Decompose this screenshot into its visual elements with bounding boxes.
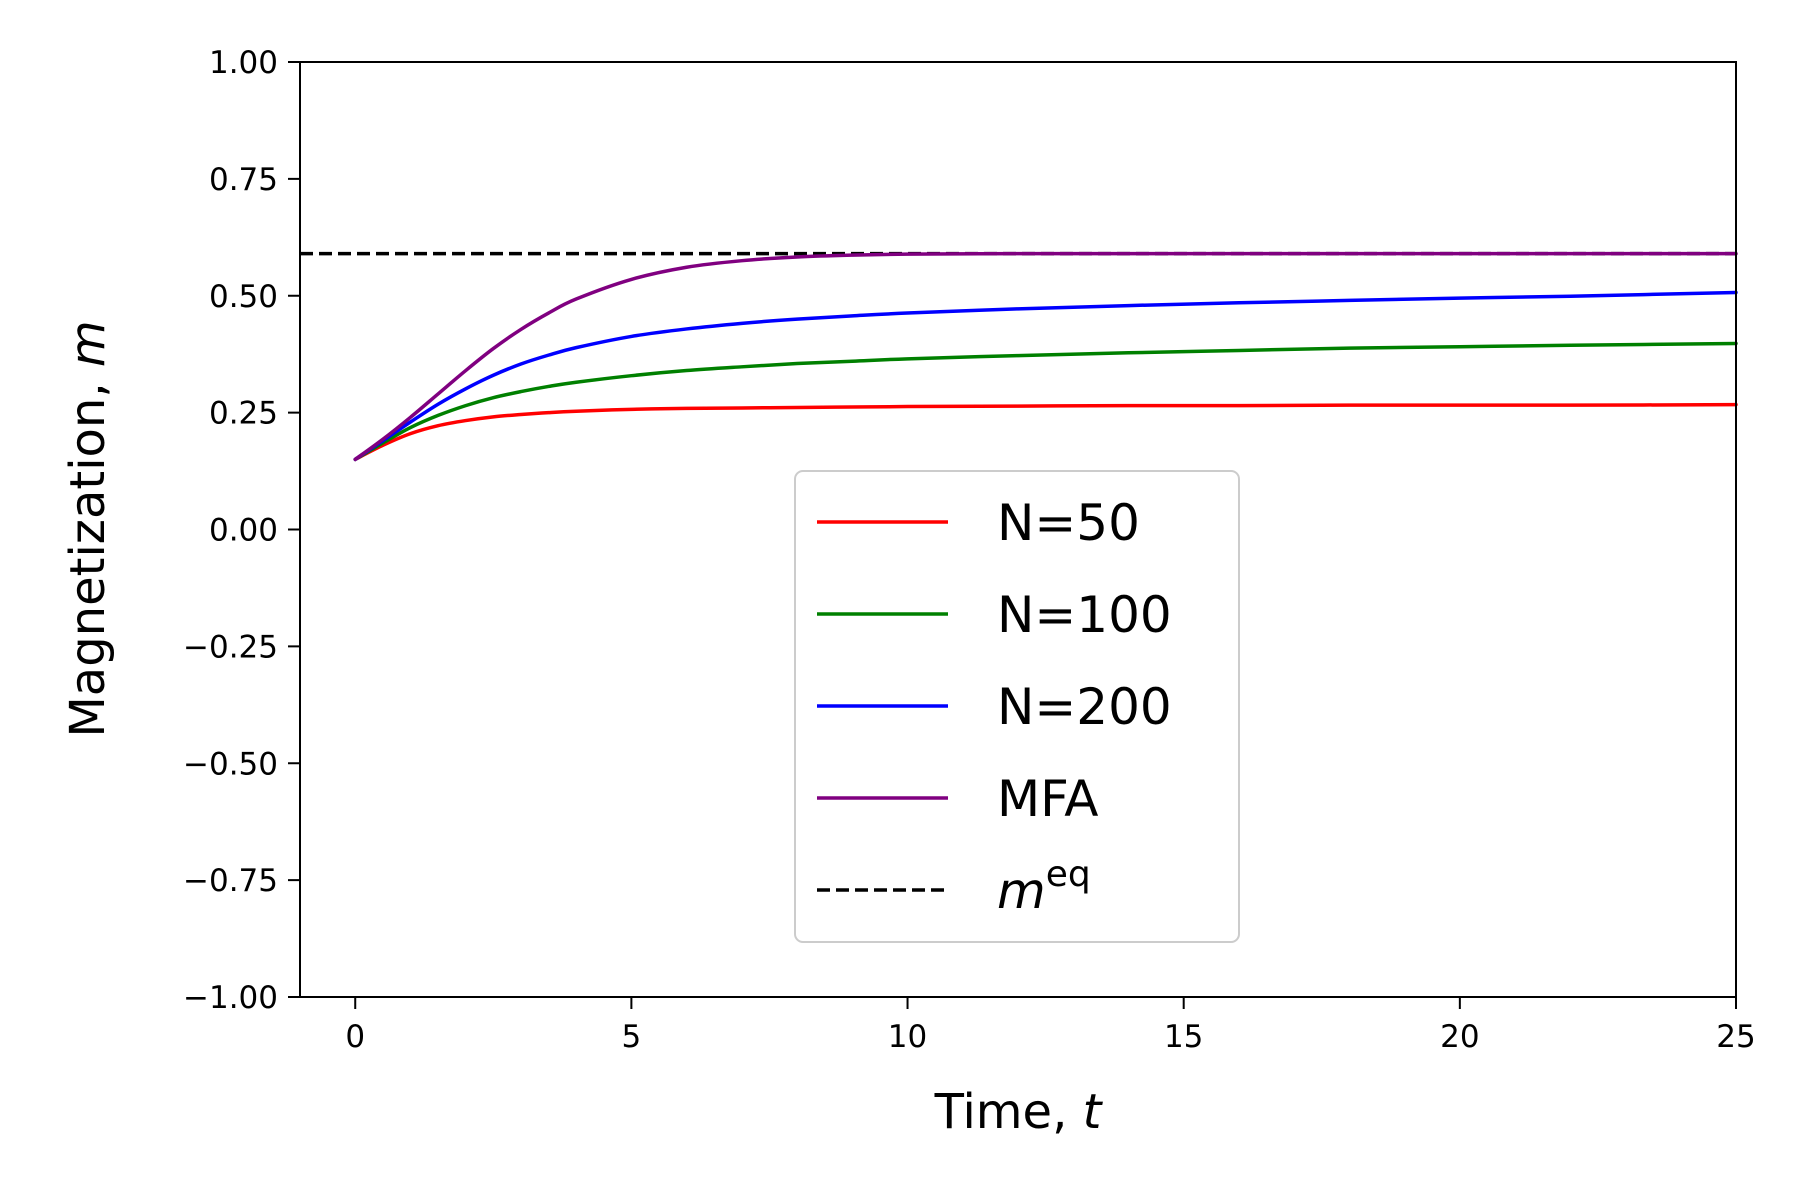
x-axis-title: Time, t [934, 1084, 1104, 1140]
axes-frame [299, 61, 1737, 998]
y-tick-label: −0.25 [183, 629, 278, 665]
legend: N=50 N=100 N=200 MFA meq [794, 470, 1240, 943]
legend-items: N=50 N=100 N=200 MFA meq [817, 494, 1172, 920]
y-tick-label: 0.50 [209, 279, 278, 315]
y-tick-label: −0.75 [183, 863, 278, 899]
y-axis-title-var: m [60, 320, 116, 367]
x-tick-label: 10 [888, 1019, 927, 1055]
series-line-n-200 [353, 290, 1738, 462]
legend-label-meq-var: m [997, 862, 1046, 920]
x-tick-label: 15 [1164, 1019, 1203, 1055]
legend-label-meq-sup: eq [1046, 854, 1091, 895]
x-axis-title-text: Time, [934, 1084, 1083, 1140]
y-tick-label: 0.75 [209, 162, 278, 198]
x-tick-label: 25 [1716, 1019, 1755, 1055]
legend-frame [794, 470, 1240, 943]
y-tick-label: 1.00 [209, 45, 278, 81]
legend-label-n-200: N=200 [997, 678, 1172, 736]
y-tick-label: 0.00 [209, 513, 278, 549]
series-line-n-100 [353, 341, 1738, 462]
series-layer [353, 251, 1738, 462]
x-tick-label: 5 [622, 1019, 642, 1055]
x-tick-label: 20 [1440, 1019, 1479, 1055]
y-tick-label: 0.25 [209, 396, 278, 432]
series-line-n-50 [353, 402, 1738, 462]
y-tick-label: −0.50 [183, 746, 278, 782]
y-ticks: −1.00 −0.75 −0.50 −0.25 0.00 0.25 0.50 0.75 1.00 [183, 45, 300, 1016]
legend-label-n-100: N=100 [997, 586, 1172, 644]
legend-label-n-50: N=50 [997, 494, 1140, 552]
y-axis-title-text: Magnetization, [60, 367, 116, 737]
legend-label-meq: meq [997, 854, 1091, 920]
x-tick-label: 0 [345, 1019, 365, 1055]
y-axis-title: Magnetization, m [60, 320, 116, 737]
x-axis-title-var: t [1083, 1084, 1104, 1140]
x-ticks: 0 5 10 15 20 25 [345, 997, 1756, 1055]
series-line-mfa [353, 251, 1738, 462]
y-tick-label: −1.00 [183, 980, 278, 1016]
legend-label-mfa: MFA [997, 770, 1099, 828]
